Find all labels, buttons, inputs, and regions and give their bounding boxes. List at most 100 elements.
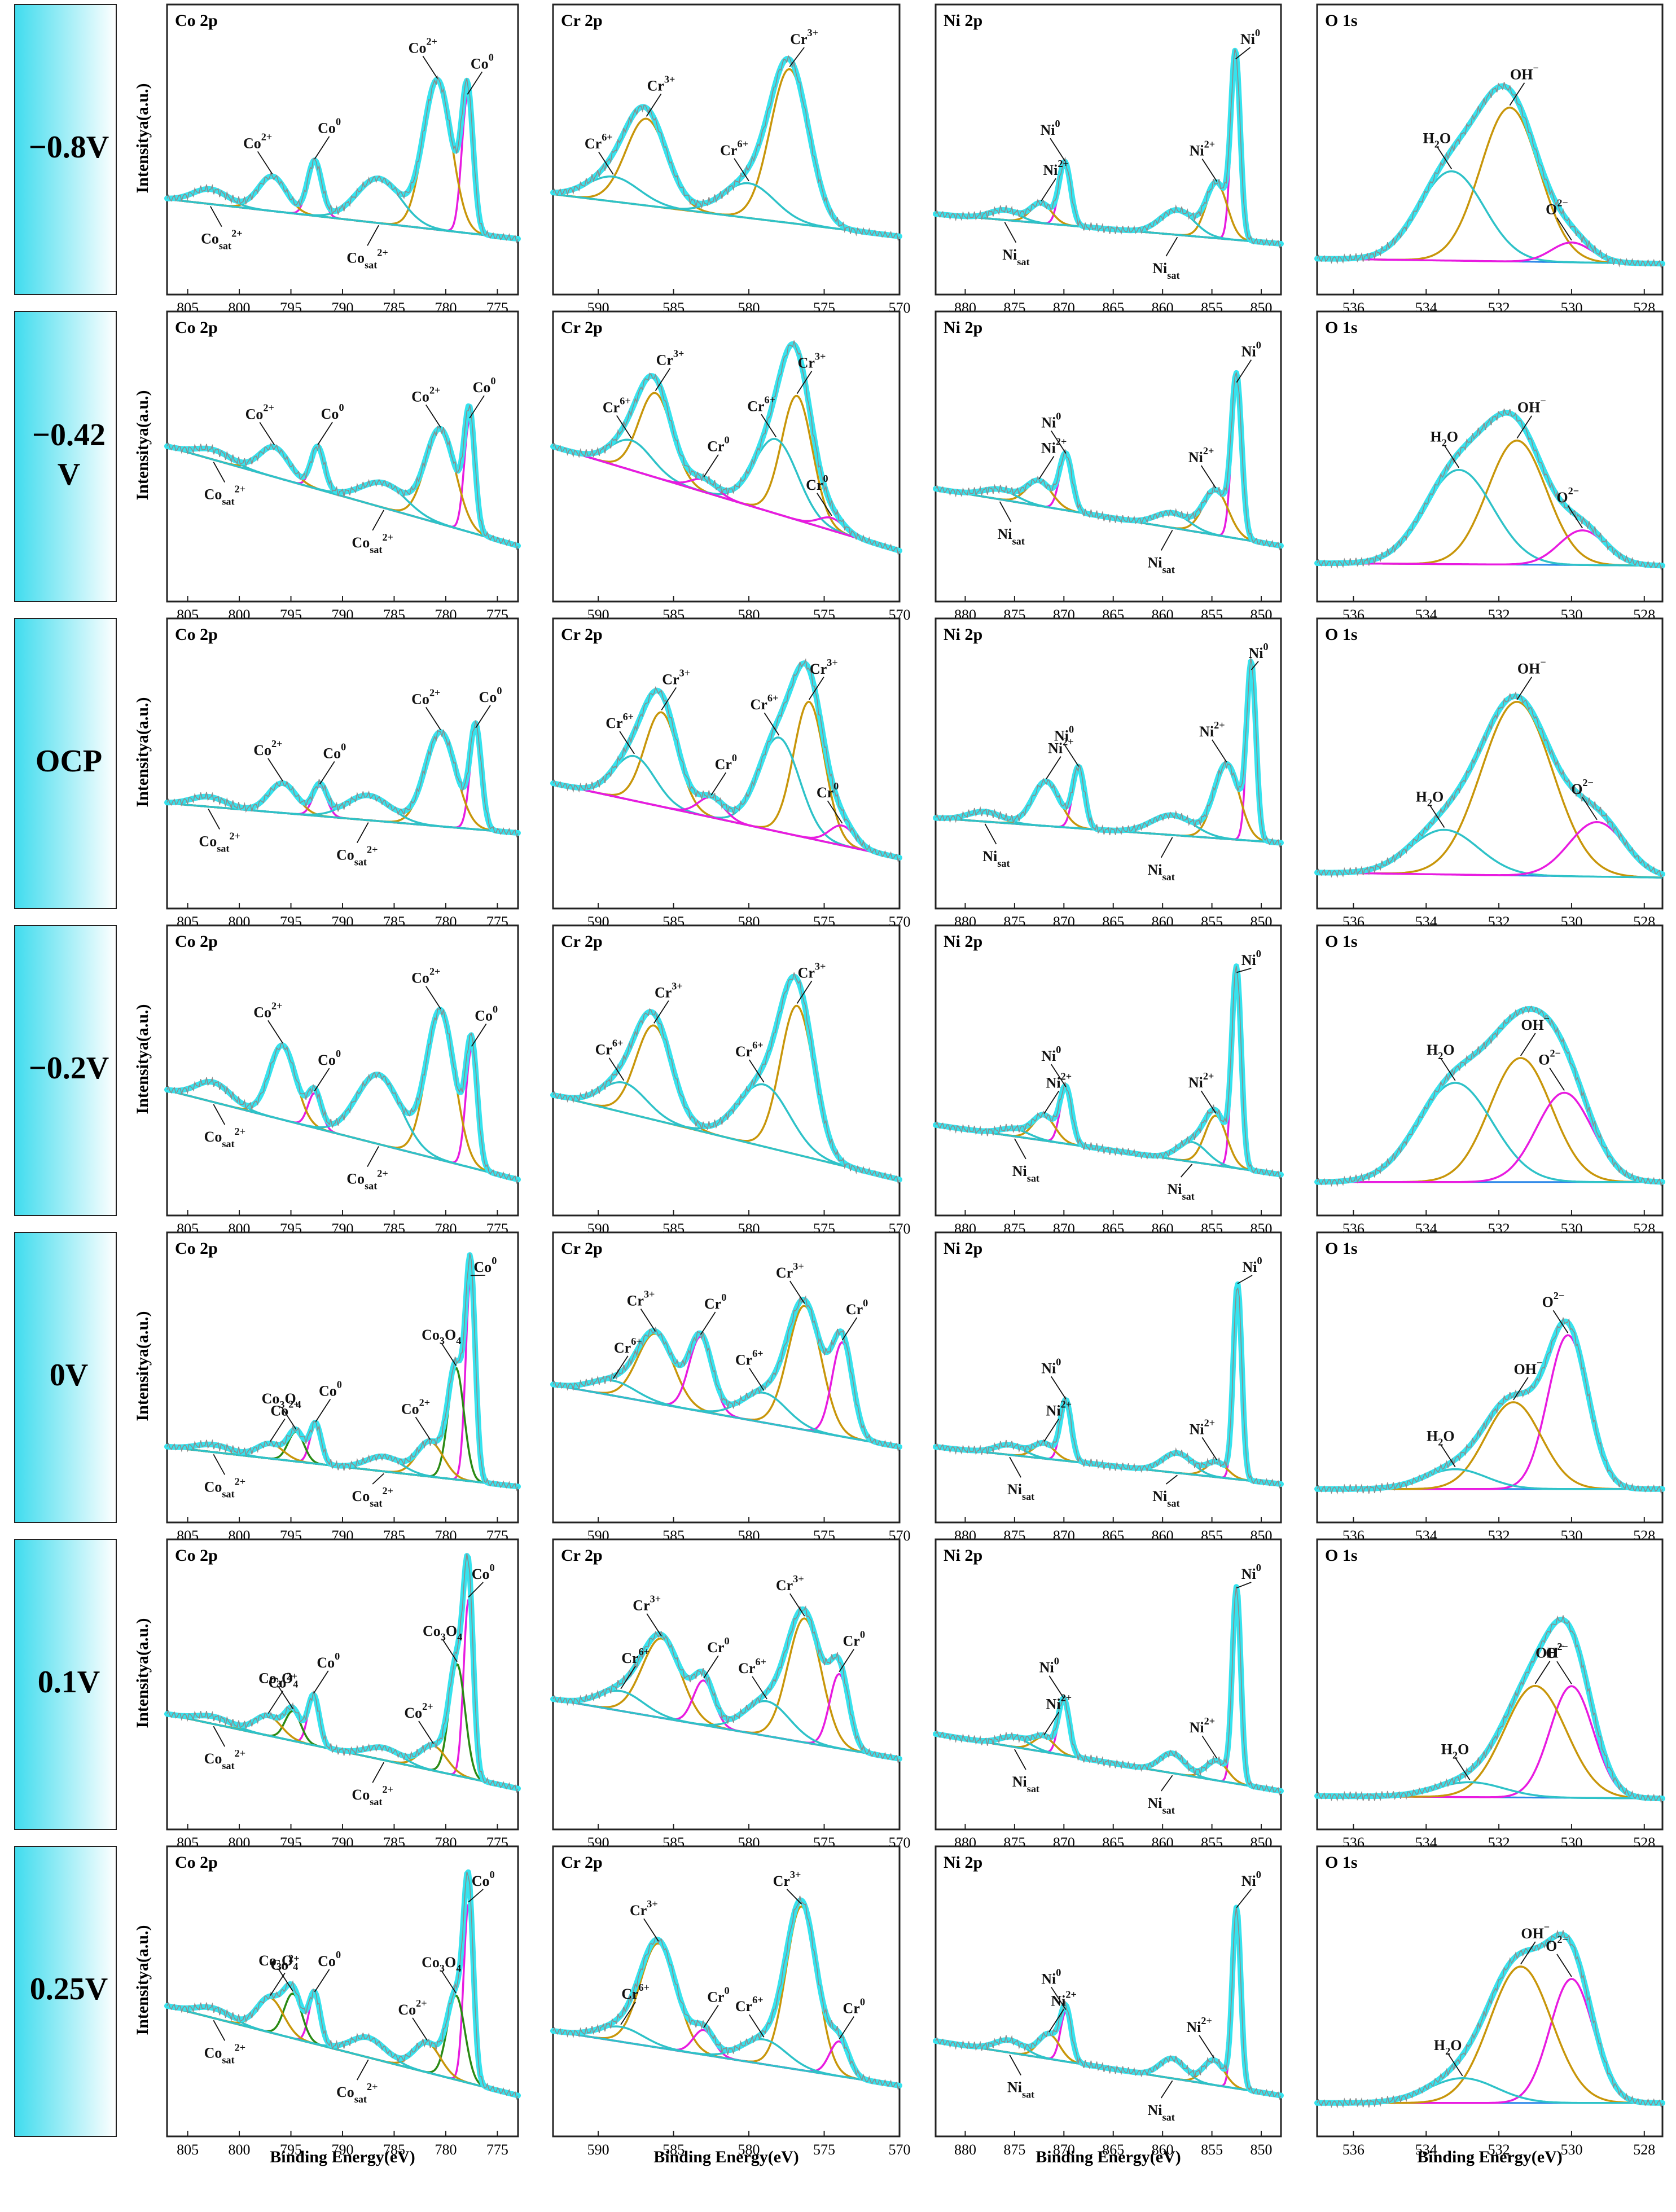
raw-spectrum (166, 1253, 519, 1491)
label-leader (841, 1317, 858, 1341)
x-tick-label: 855 (1201, 2141, 1223, 2158)
panel-title: O 1s (1325, 1239, 1358, 1258)
panel-frame (166, 924, 519, 1217)
peak-label: Co3O4 (258, 1670, 298, 1689)
label-leader (999, 501, 1012, 523)
label-leader (1513, 1377, 1529, 1401)
panel-frame (552, 1538, 901, 1831)
peak-label: Cr3+ (773, 1869, 801, 1889)
peak-label: Ni0 (1039, 1656, 1059, 1676)
panel-title: Ni 2p (944, 625, 982, 644)
label-leader (1048, 1675, 1065, 1699)
label-leader (1014, 1138, 1026, 1160)
label-leader (319, 761, 335, 784)
peak-label: Co2+ (270, 1398, 299, 1419)
label-leader (1251, 661, 1259, 670)
label-leader (1004, 222, 1017, 243)
label-leader (620, 1666, 636, 1689)
peak-label: Cr3+ (776, 1573, 804, 1594)
peak-label: Ni0 (1041, 118, 1060, 138)
label-leader (418, 1721, 434, 1744)
peak-label: H2O (1434, 2037, 1462, 2057)
panel-title: Ni 2p (944, 11, 982, 30)
panel-frame (552, 924, 901, 1217)
x-tick-label: 780 (435, 2141, 457, 2158)
peak-label: Cr6+ (621, 1982, 650, 2002)
label-leader (367, 225, 379, 246)
potential-label-box (14, 311, 117, 602)
label-leader (748, 2014, 765, 2038)
raw-spectrum (552, 1895, 900, 2091)
panel-title: Co 2p (175, 1239, 218, 1258)
label-leader (796, 371, 813, 394)
label-leader (1046, 756, 1061, 780)
raw-spectrum (552, 55, 900, 242)
raw-spectrum (552, 658, 900, 863)
label-leader (1556, 1954, 1572, 1977)
peak-Cr0-582.5 (552, 782, 900, 859)
label-leader (356, 822, 369, 843)
peak-label: Co0 (472, 1869, 495, 1889)
peak-label: Nisat (1148, 554, 1175, 575)
x-tick-label: 536 (1342, 2141, 1365, 2158)
peak-label: Co0 (318, 1048, 341, 1068)
peak-label: Cr3+ (656, 348, 685, 368)
potential-label-box (14, 4, 117, 295)
label-leader (1051, 431, 1067, 454)
label-leader (213, 1104, 226, 1125)
peak-label: Cr3+ (798, 960, 826, 981)
peak-label: O2− (1546, 198, 1568, 218)
peak-label: Co3O4 (423, 1623, 462, 1643)
raw-spectrum (552, 1295, 900, 1452)
raw-spectrum (166, 720, 519, 838)
peak-label: Nisat (1168, 1181, 1195, 1202)
peak-label: Co0 (472, 1562, 495, 1582)
peak-label: Co0 (318, 1949, 341, 1969)
label-leader (1063, 743, 1080, 767)
label-leader (210, 206, 222, 227)
x-tick-label: 805 (177, 2141, 199, 2158)
label-leader (442, 1639, 458, 1662)
peak-Cr0-583 (552, 445, 900, 552)
label-leader (313, 1670, 329, 1694)
potential-label-box (14, 618, 117, 909)
label-leader (278, 1968, 293, 1992)
panel-title: Cr 2p (561, 318, 603, 337)
label-leader (1549, 1068, 1565, 1091)
potential-label: OCP (36, 744, 102, 779)
label-leader (1444, 445, 1459, 468)
panel-cr-2p: Cr 2p 590 585 580 575 570 Cr3+ Cr0 Cr3+ Cr0 Cr6+ Cr… (550, 1845, 911, 2158)
label-leader (468, 1889, 484, 1903)
peak-label: OH− (1521, 1013, 1550, 1033)
peak-label: Nisat (1012, 1774, 1039, 1794)
label-leader (1436, 146, 1453, 170)
raw-spectrum (1317, 691, 1663, 879)
label-leader (613, 1355, 629, 1379)
peak-label: H2O (1423, 130, 1451, 150)
peak-O2-529.3 (1317, 821, 1663, 876)
peak-label: OH− (1535, 1641, 1564, 1661)
peak-label: Ni0 (1041, 1356, 1061, 1376)
label-leader (640, 1309, 656, 1332)
label-leader (412, 2017, 428, 2041)
potential-label-box (14, 925, 117, 1216)
panel-frame (166, 617, 519, 910)
peak-label: Cr0 (806, 473, 828, 493)
x-tick-label: 785 (383, 2141, 405, 2158)
peak-label: Co2+ (269, 1671, 297, 1691)
label-leader (267, 1020, 283, 1043)
label-leader (425, 986, 441, 1010)
peak-label: Nisat (1152, 260, 1179, 281)
panel-title: O 1s (1325, 932, 1358, 951)
label-leader (817, 493, 832, 516)
peak-label: O2− (1556, 485, 1579, 506)
peak-label: O2− (1546, 1934, 1568, 1954)
panel-frame (552, 310, 901, 603)
label-leader (1236, 1889, 1252, 1908)
raw-spectrum (935, 49, 1282, 249)
